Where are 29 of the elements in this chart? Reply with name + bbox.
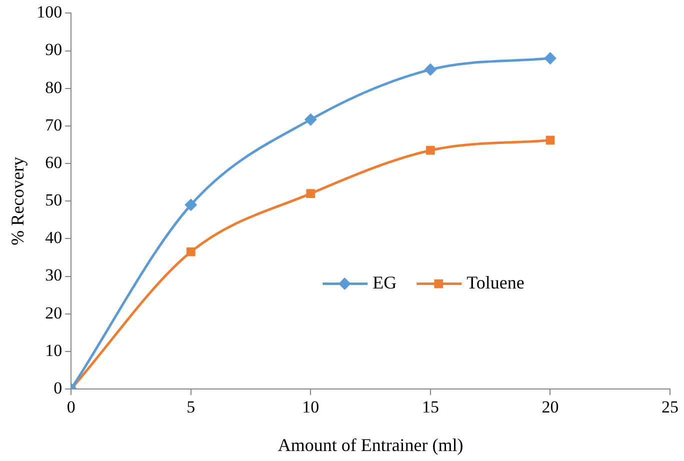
y-axis-title: % Recovery	[8, 156, 28, 246]
point	[544, 52, 556, 64]
legend-label: EG	[372, 272, 397, 293]
y-tick-label: 0	[54, 378, 62, 398]
y-tick-label: 50	[45, 190, 62, 210]
x-tick-label: 0	[66, 398, 76, 417]
y-tick-label: 20	[45, 303, 62, 322]
y-tick-label: 90	[45, 40, 62, 60]
point	[424, 64, 436, 76]
x-tick-label: 15	[422, 398, 439, 417]
point	[304, 114, 316, 126]
point	[426, 146, 435, 155]
y-tick-label: 60	[45, 152, 62, 172]
y-tick-label: 100	[36, 2, 62, 22]
y-tick-label: 30	[45, 266, 62, 285]
point	[186, 247, 196, 256]
y-tick-label: 10	[45, 340, 62, 360]
x-tick-label: 20	[542, 398, 559, 417]
point	[185, 199, 197, 211]
point	[546, 136, 555, 145]
y-tick-label: 40	[45, 228, 62, 248]
point	[306, 189, 316, 198]
x-tick-label: 25	[662, 398, 678, 417]
x-tick-label: 10	[302, 398, 320, 417]
y-tick-label: 70	[45, 115, 62, 134]
legend-label: Toluene	[466, 272, 524, 293]
x-tick-label: 5	[186, 398, 196, 417]
y-tick-label: 80	[45, 78, 62, 97]
x-axis-title: Amount of Entrainer (ml)	[278, 434, 464, 455]
